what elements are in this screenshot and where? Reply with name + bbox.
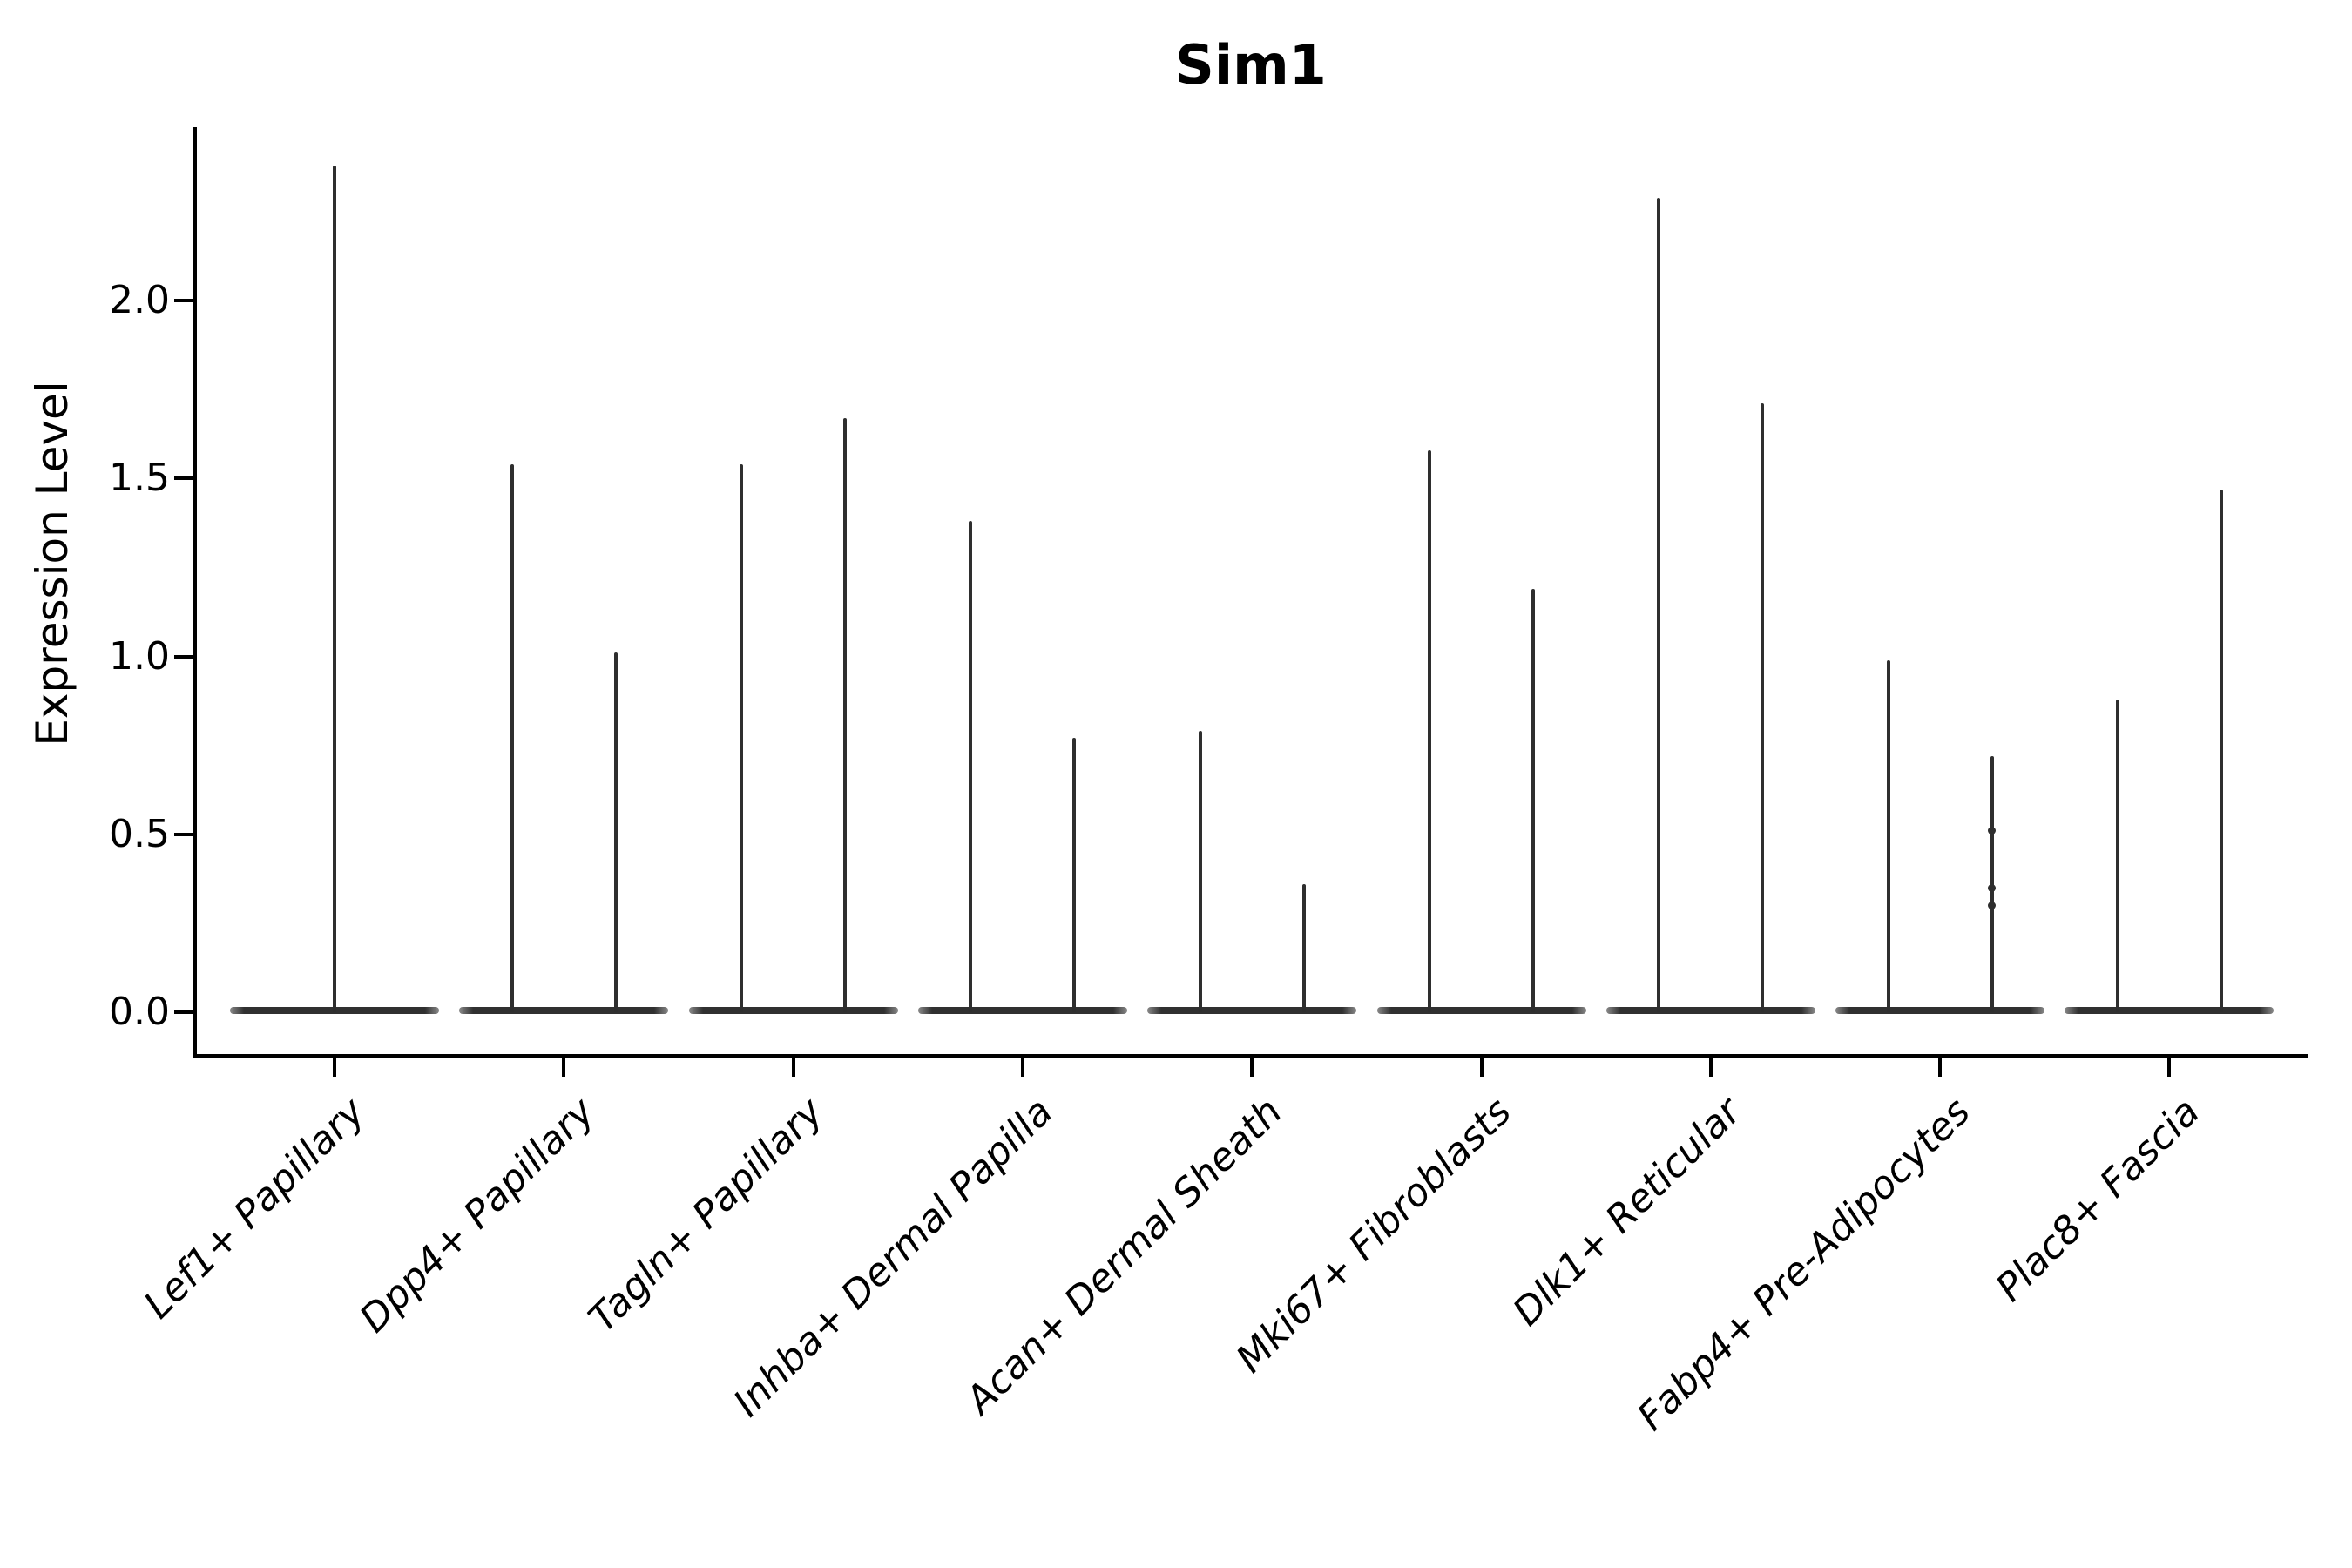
x-tick-label: Lef1+ Papillary — [135, 1089, 374, 1328]
x-tick — [1250, 1058, 1254, 1077]
x-tick — [1479, 1058, 1484, 1077]
y-tick-label: 0.5 — [109, 811, 170, 856]
violin-density-knot — [1988, 901, 1997, 909]
violin-base-strip — [2065, 1007, 2274, 1014]
x-tick-label: Dlk1+ Reticular — [1504, 1089, 1750, 1335]
x-tick-label: Dpp4+ Papillary — [350, 1089, 603, 1342]
violin-density-knot — [1988, 827, 1997, 835]
y-tick — [174, 832, 193, 836]
violin-base-strip — [688, 1007, 898, 1014]
violin-spike — [1428, 449, 1431, 1012]
y-tick-label: 2.0 — [109, 278, 170, 322]
violin-spike — [1531, 588, 1535, 1012]
violin-spike — [740, 463, 744, 1012]
chart-title: Sim1 — [1175, 33, 1327, 97]
violin-spike — [1198, 731, 1202, 1012]
violin-density-knot — [1988, 883, 1997, 892]
x-tick — [333, 1058, 336, 1077]
violin-spike — [333, 165, 336, 1012]
violin-spike — [1657, 197, 1661, 1012]
violin-base-strip — [1376, 1007, 1586, 1014]
x-tick-label: Tagln+ Papillary — [580, 1089, 833, 1342]
violin-base-strip — [1147, 1007, 1357, 1014]
violin-spike — [1886, 659, 1890, 1012]
violin-spike — [969, 521, 973, 1012]
violin-spike — [510, 463, 514, 1012]
y-axis-spine — [193, 127, 197, 1058]
x-tick — [1938, 1058, 1943, 1077]
violin-spike — [2115, 699, 2119, 1012]
x-tick — [1020, 1058, 1024, 1077]
y-tick-label: 1.0 — [109, 633, 170, 679]
violin-base-strip — [1835, 1007, 2045, 1014]
y-tick — [174, 654, 193, 659]
y-tick — [174, 476, 193, 481]
x-tick — [2167, 1058, 2172, 1077]
violin-spike — [1072, 738, 1077, 1012]
x-tick — [791, 1058, 795, 1077]
x-tick — [1708, 1058, 1713, 1077]
x-tick-label: Plac8+ Fascia — [1987, 1089, 2209, 1310]
violin-base-strip — [459, 1007, 669, 1014]
y-tick — [174, 1010, 193, 1014]
violin-spike — [1761, 403, 1765, 1012]
violin-base-strip — [1605, 1007, 1815, 1014]
y-tick-label: 1.5 — [109, 456, 170, 501]
x-axis-spine — [193, 1054, 2308, 1058]
x-tick — [562, 1058, 566, 1077]
y-axis-label: Expression Level — [27, 381, 78, 747]
violin-spike — [843, 417, 848, 1012]
violin-base-strip — [917, 1007, 1127, 1014]
violin-spike — [1301, 883, 1306, 1012]
y-tick-label: 0.0 — [109, 990, 170, 1034]
violin-spike — [613, 652, 618, 1012]
violin-spike — [2219, 489, 2223, 1012]
y-tick — [174, 299, 193, 302]
